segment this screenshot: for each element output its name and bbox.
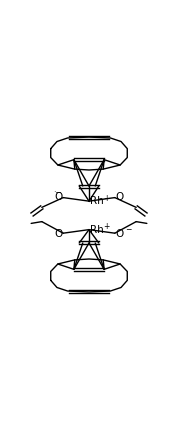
Text: Rh: Rh <box>90 225 104 235</box>
Text: Rh: Rh <box>90 196 104 206</box>
Text: +: + <box>103 223 109 232</box>
Text: O: O <box>54 192 62 202</box>
Text: O: O <box>54 229 62 239</box>
Text: O: O <box>116 192 124 202</box>
Text: +: + <box>103 194 109 203</box>
Text: −: − <box>125 225 131 234</box>
Text: O: O <box>116 229 124 239</box>
Text: ·−: ·− <box>54 188 62 197</box>
